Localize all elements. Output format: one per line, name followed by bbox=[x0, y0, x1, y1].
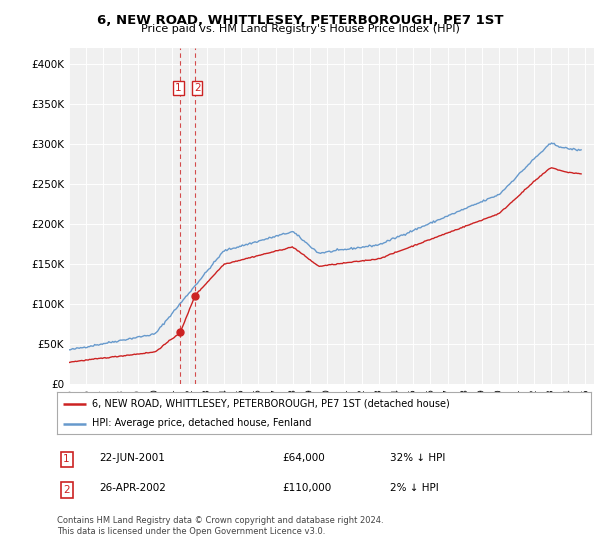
Text: 32% ↓ HPI: 32% ↓ HPI bbox=[390, 452, 445, 463]
Text: 26-APR-2002: 26-APR-2002 bbox=[99, 483, 166, 493]
Text: 6, NEW ROAD, WHITTLESEY, PETERBOROUGH, PE7 1ST (detached house): 6, NEW ROAD, WHITTLESEY, PETERBOROUGH, P… bbox=[92, 399, 449, 409]
Text: Contains HM Land Registry data © Crown copyright and database right 2024.: Contains HM Land Registry data © Crown c… bbox=[57, 516, 383, 525]
Text: £64,000: £64,000 bbox=[282, 452, 325, 463]
Text: £110,000: £110,000 bbox=[282, 483, 331, 493]
Text: 1: 1 bbox=[63, 454, 70, 464]
Text: 2: 2 bbox=[194, 83, 200, 92]
Text: 1: 1 bbox=[175, 83, 182, 92]
Text: 2% ↓ HPI: 2% ↓ HPI bbox=[390, 483, 439, 493]
Text: 6, NEW ROAD, WHITTLESEY, PETERBOROUGH, PE7 1ST: 6, NEW ROAD, WHITTLESEY, PETERBOROUGH, P… bbox=[97, 14, 503, 27]
Text: This data is licensed under the Open Government Licence v3.0.: This data is licensed under the Open Gov… bbox=[57, 528, 325, 536]
Text: HPI: Average price, detached house, Fenland: HPI: Average price, detached house, Fenl… bbox=[92, 418, 311, 428]
Text: 2: 2 bbox=[63, 485, 70, 495]
Text: Price paid vs. HM Land Registry's House Price Index (HPI): Price paid vs. HM Land Registry's House … bbox=[140, 24, 460, 34]
Text: 22-JUN-2001: 22-JUN-2001 bbox=[99, 452, 165, 463]
